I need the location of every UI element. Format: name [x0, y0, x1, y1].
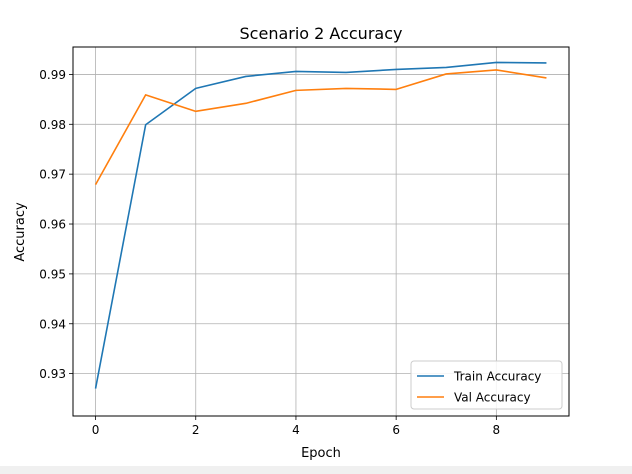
legend-label: Train Accuracy	[453, 370, 541, 384]
chart-title: Scenario 2 Accuracy	[240, 24, 403, 43]
x-tick-label: 6	[392, 423, 400, 437]
x-tick-label: 8	[493, 423, 501, 437]
x-axis-label: Epoch	[301, 446, 341, 461]
series-lines	[94, 61, 547, 389]
legend-label: Val Accuracy	[454, 391, 531, 405]
y-tick-label: 0.98	[39, 118, 66, 132]
y-tick-label: 0.94	[39, 317, 66, 331]
y-tick-label: 0.97	[39, 168, 66, 182]
legend-box	[410, 360, 563, 410]
series-line-train-accuracy	[94, 61, 547, 389]
y-tick-label: 0.99	[39, 68, 66, 82]
axis-ticks: 0 2 4 6 8 0.93 0.94 0.95 0.96 0.97 0.98 0.99	[39, 68, 500, 437]
x-tick-label: 4	[292, 423, 300, 437]
x-tick-label: 0	[92, 423, 100, 437]
grid-lines	[73, 47, 569, 416]
series-line-val-accuracy	[94, 69, 547, 186]
y-tick-label: 0.96	[39, 218, 66, 232]
y-axis-label: Accuracy	[13, 202, 28, 262]
x-tick-label: 2	[192, 423, 200, 437]
bottom-strip	[0, 466, 632, 474]
y-tick-label: 0.95	[39, 267, 66, 281]
axes-frame	[72, 46, 570, 417]
legend: Train Accuracy Val Accuracy	[410, 360, 563, 410]
y-tick-label: 0.93	[39, 367, 66, 381]
